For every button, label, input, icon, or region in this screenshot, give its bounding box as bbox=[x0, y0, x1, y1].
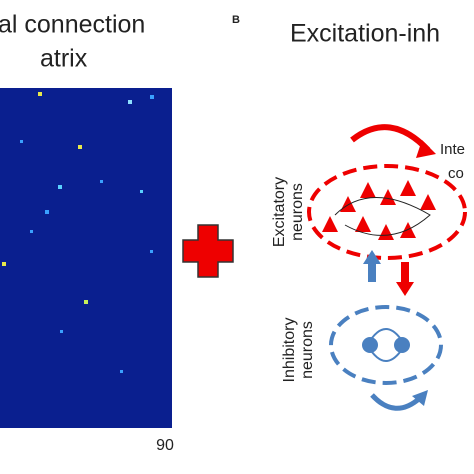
panel-b-title: Excitation-inh bbox=[290, 20, 440, 48]
panel-a-title: atrix bbox=[40, 45, 88, 73]
plus-icon bbox=[182, 224, 234, 278]
matrix-speckles bbox=[2, 92, 154, 373]
inhibitory-label: Inhibitory bbox=[281, 318, 298, 383]
excitatory-population bbox=[307, 124, 467, 296]
side-text: co bbox=[448, 165, 464, 182]
side-text: Inte bbox=[440, 141, 465, 158]
excitatory-label: Excitatory bbox=[271, 177, 288, 247]
inhibitory-population bbox=[329, 250, 443, 411]
excitatory-label: neurons bbox=[289, 183, 306, 241]
matrix bbox=[0, 88, 172, 428]
panel-b-label: B bbox=[232, 14, 240, 26]
inhibitory-label: neurons bbox=[299, 321, 316, 379]
panel-a-title: al connection bbox=[0, 11, 145, 39]
matrix-axis-label: 90 bbox=[156, 437, 174, 454]
